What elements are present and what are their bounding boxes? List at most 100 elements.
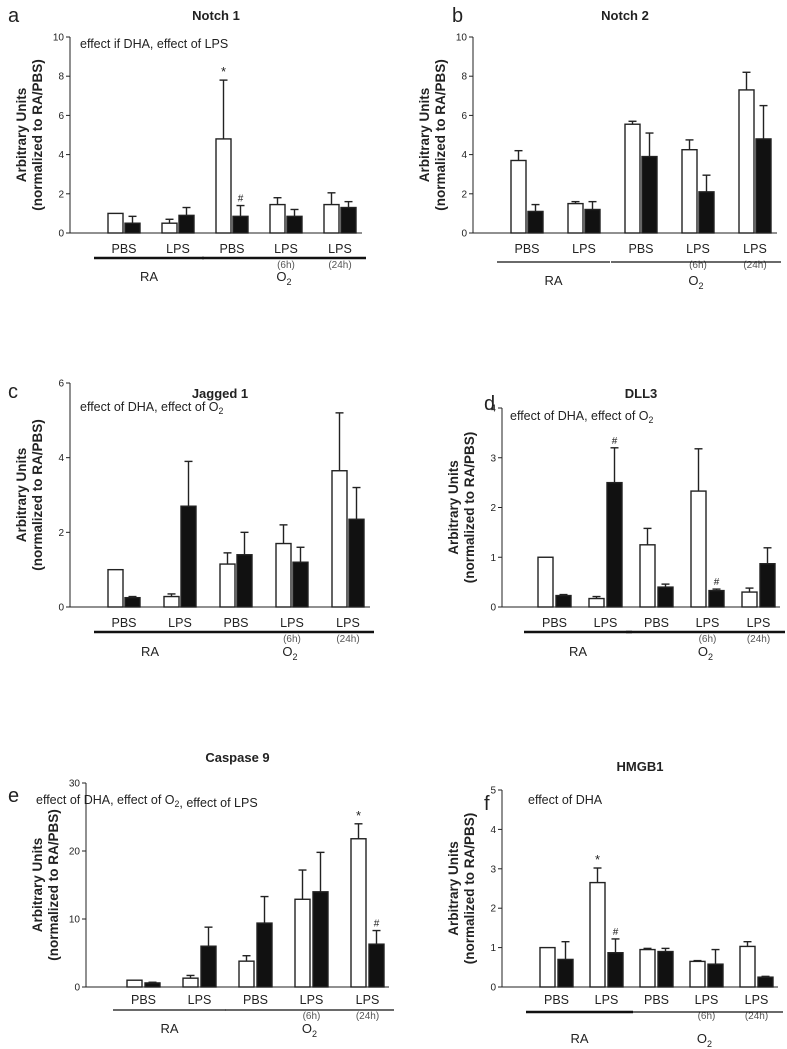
y-tick-label: 10 [456,33,468,44]
x-tick-label: PBS [514,242,539,256]
x-tick-label: LPS [274,242,298,256]
y-axis-label-sub: (normalized to RA/PBS) [462,432,477,584]
bar [348,518,365,608]
panel-letter: a [8,5,20,27]
group-label: O2 [302,1021,317,1039]
bar [510,159,527,234]
significance-marker: # [612,436,618,447]
bar [588,597,605,608]
group-label: RA [160,1021,178,1036]
bar [107,212,124,234]
x-tick-label: LPS [168,616,192,630]
x-tick-label: LPS [747,616,771,630]
bar [219,563,236,608]
bar [269,203,286,234]
y-axis-label-sub: (normalized to RA/PBS) [30,59,45,211]
bar [215,138,232,234]
x-tick-label: PBS [111,242,136,256]
x-tick-sublabel: (6h) [689,260,707,271]
bar [238,960,255,988]
x-tick-label: PBS [243,993,268,1007]
bar [555,594,572,608]
y-axis-label: Arbitrary Units [446,841,461,936]
group-label: O2 [688,273,703,291]
x-tick-sublabel: (6h) [277,260,295,271]
x-tick-label: LPS [280,616,304,630]
group-label: O2 [276,269,291,287]
y-tick-label: 2 [490,904,496,915]
y-axis-label: Arbitrary Units [14,448,29,543]
y-tick-label: 30 [69,779,81,790]
chart-annotation: effect of DHA [528,793,603,807]
y-tick-label: 2 [461,189,467,200]
y-tick-label: 6 [58,111,64,122]
bar [707,963,724,988]
panel-d: d DLL3 effect of DHA, effect of O2 0 1 2 3 4 Arb… [446,386,785,662]
y-tick-label: 10 [69,915,81,926]
bar [681,148,698,234]
bar [178,214,195,234]
y-axis-label: Arbitrary Units [30,838,45,933]
x-tick-sublabel: (24h) [745,1011,768,1022]
group-label: O2 [697,1031,712,1049]
x-tick-label: LPS [743,242,767,256]
panel-letter: e [8,785,19,807]
bar [161,222,178,234]
y-tick-label: 0 [74,983,80,994]
bar [256,922,273,988]
group-label: O2 [698,644,713,662]
y-tick-label: 4 [490,825,496,836]
bar [232,215,249,234]
chart-title: Caspase 9 [205,750,269,765]
y-axis-label-sub: (normalized to RA/PBS) [30,419,45,571]
bar [144,982,161,988]
bar [589,881,606,988]
y-tick-label: 6 [58,379,64,390]
bar [527,210,544,234]
panel-e: e Caspase 9 effect of DHA, effect of O2, e… [8,750,394,1039]
panel-b: b Notch 2 0 2 4 6 8 10 Arbitrary Units (normalize… [417,5,781,291]
bar [698,191,715,234]
x-tick-sublabel: (24h) [747,634,770,645]
bar [607,952,624,988]
y-tick-label: 0 [58,229,64,240]
bar [124,222,141,234]
bar [163,595,180,608]
x-tick-sublabel: (6h) [303,1011,321,1022]
bar [126,979,143,988]
bar [567,202,584,234]
x-tick-label: LPS [686,242,710,256]
bar [200,945,217,988]
x-tick-sublabel: (6h) [698,1011,716,1022]
x-tick-label: LPS [188,993,212,1007]
bar [708,589,725,608]
x-tick-label: PBS [223,616,248,630]
x-tick-label: PBS [131,993,156,1007]
chart-title: DLL3 [625,386,658,401]
bar [624,123,641,234]
bar [275,542,292,608]
x-tick-label: LPS [356,993,380,1007]
y-tick-label: 2 [58,189,64,200]
x-tick-label: LPS [745,993,769,1007]
x-tick-label: PBS [628,242,653,256]
bar [759,563,776,608]
y-tick-label: 1 [490,943,496,954]
y-tick-label: 8 [58,72,64,83]
panel-letter: d [484,393,495,415]
y-tick-label: 4 [58,453,64,464]
bar [323,203,340,234]
bar [286,215,303,234]
y-tick-label: 20 [69,847,81,858]
y-tick-label: 4 [461,150,467,161]
y-axis-label: Arbitrary Units [14,88,29,183]
bar [689,960,706,988]
x-tick-label: LPS [595,993,619,1007]
panel-f: f HMGB1 effect of DHA 0 1 2 3 4 5 Arbitrary Units… [446,759,783,1049]
y-tick-label: 6 [461,111,467,122]
bar [584,208,601,234]
bar [657,950,674,988]
y-tick-label: 0 [461,229,467,240]
x-tick-label: PBS [644,616,669,630]
bar [739,945,756,988]
